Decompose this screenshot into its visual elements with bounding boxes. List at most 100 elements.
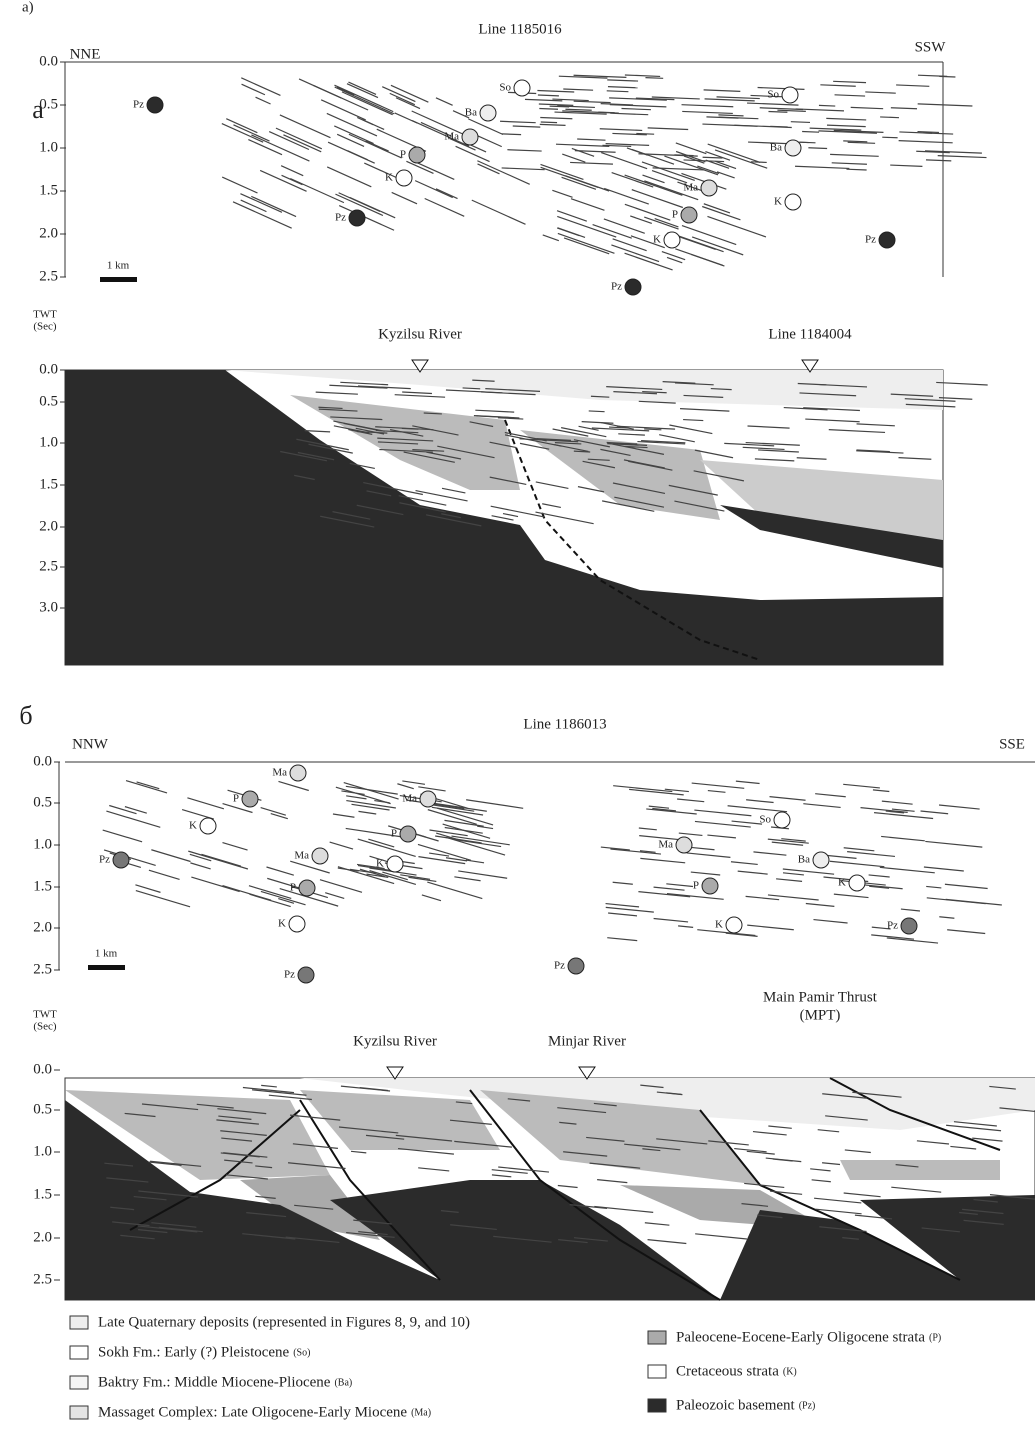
- reflector: [248, 138, 283, 156]
- reflector: [599, 128, 643, 132]
- reflector: [398, 495, 447, 506]
- reflector: [861, 884, 903, 890]
- reflector: [917, 103, 973, 107]
- marker-label: Pz: [865, 234, 876, 246]
- reflector: [366, 490, 392, 497]
- reflector: [770, 1190, 803, 1195]
- reflector: [925, 840, 983, 848]
- reflector: [104, 1162, 134, 1167]
- marker-label: K: [774, 196, 782, 208]
- reflector: [557, 105, 595, 109]
- reflector: [411, 120, 470, 147]
- reflector: [603, 187, 649, 205]
- marker-label: Pz: [611, 281, 622, 293]
- reflector: [900, 908, 921, 912]
- reflector: [502, 512, 519, 518]
- reflector: [491, 1174, 512, 1178]
- reflector: [412, 449, 445, 452]
- marker-label: P: [693, 880, 699, 892]
- reflector: [641, 161, 695, 182]
- reflector: [782, 872, 804, 876]
- twt-tick-label: 0.5: [39, 393, 58, 409]
- scale-label: 1 km: [107, 260, 130, 272]
- reflector: [334, 125, 374, 145]
- reflector: [843, 847, 875, 852]
- reflector: [675, 150, 706, 163]
- marker-label: P: [233, 793, 239, 805]
- formation-marker: [395, 169, 413, 187]
- paleogene-layer: [300, 1090, 500, 1150]
- reflector: [872, 789, 890, 793]
- reflector: [640, 857, 686, 864]
- marker-label: Pz: [554, 960, 565, 972]
- reflector: [852, 1091, 902, 1098]
- reflector: [445, 857, 468, 862]
- reflector: [744, 1182, 785, 1189]
- reflector: [868, 874, 890, 878]
- reflector: [747, 924, 794, 931]
- reflector: [630, 215, 653, 225]
- reflector: [815, 793, 846, 798]
- formation-marker: [781, 86, 799, 104]
- reflector: [895, 1164, 919, 1168]
- formation-marker: [784, 193, 802, 211]
- reflector: [588, 410, 605, 413]
- reflector: [577, 138, 606, 141]
- reflector: [334, 86, 395, 115]
- reflector: [612, 132, 647, 136]
- reflector: [690, 871, 721, 876]
- reflector: [297, 451, 335, 461]
- reflector: [221, 176, 258, 194]
- reflector: [356, 504, 404, 516]
- reflector: [218, 1115, 252, 1120]
- reflector: [318, 408, 358, 412]
- reflector: [737, 870, 768, 875]
- formation-marker: [624, 278, 642, 296]
- reflector: [124, 1112, 156, 1118]
- reflector: [782, 868, 835, 875]
- annotation: Kyzilsu River: [378, 326, 462, 342]
- reflector: [697, 929, 756, 937]
- scale-bar: [88, 965, 125, 970]
- reflector: [741, 1203, 769, 1207]
- reflector: [746, 799, 774, 804]
- reflector: [348, 81, 377, 95]
- reflector: [349, 462, 375, 470]
- reflector: [260, 890, 306, 906]
- reflector: [298, 78, 342, 99]
- reflector: [959, 1211, 978, 1216]
- reflector: [917, 130, 939, 134]
- reflector: [329, 841, 354, 850]
- legend-text: Late Quaternary deposits (represented in…: [98, 1314, 470, 1330]
- reflector: [612, 238, 647, 252]
- profile-frame: [65, 61, 944, 277]
- marker-label: So: [759, 814, 771, 826]
- reflector: [270, 812, 288, 820]
- formation-marker: [297, 966, 315, 984]
- reflector: [843, 1192, 881, 1198]
- reflector: [103, 849, 156, 866]
- reflector: [972, 1137, 1003, 1142]
- reflector: [574, 150, 616, 153]
- reflector: [707, 789, 726, 793]
- reflector: [822, 1162, 841, 1166]
- reflector: [351, 803, 390, 811]
- reflector: [724, 442, 775, 447]
- marker-label: So: [499, 82, 511, 94]
- reflector: [962, 1208, 1004, 1215]
- reflector: [653, 917, 689, 923]
- reflector: [890, 393, 934, 397]
- reflector: [349, 868, 376, 874]
- marker-label: Ma: [658, 839, 673, 851]
- fault: [504, 419, 761, 661]
- reflector: [334, 84, 394, 113]
- reflector: [618, 433, 645, 436]
- reflector: [335, 193, 384, 217]
- reflector: [664, 788, 689, 793]
- reflector: [475, 409, 515, 413]
- reflector: [944, 883, 988, 890]
- reflector: [820, 84, 856, 87]
- reflector: [427, 881, 483, 900]
- panel-label: б: [19, 701, 32, 730]
- reflector: [605, 143, 650, 146]
